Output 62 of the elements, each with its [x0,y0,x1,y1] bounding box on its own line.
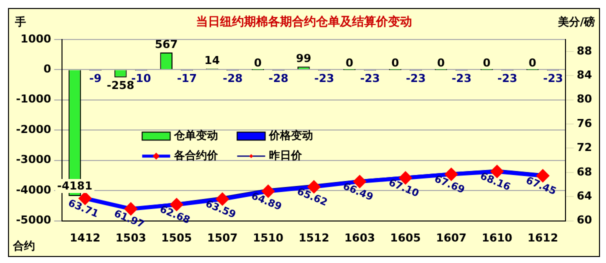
x-tick-label: 1505 [161,231,192,244]
data-label: 14 [204,54,220,67]
y-tick-label: 0 [44,62,52,76]
x-tick-label: 1507 [207,231,238,244]
data-label: -23 [360,72,380,85]
data-label: 567 [154,38,178,51]
y2-tick-label: 68 [576,165,592,178]
data-label: 0 [437,56,446,70]
data-label: -28 [268,72,288,85]
data-label: -23 [314,72,334,85]
data-label: 0 [391,56,400,70]
data-label: -258 [106,78,134,92]
chart-title: 当日纽约期棉各期合约仓单及结算价变动 [196,14,412,28]
y-tick-label: -1000 [16,92,52,106]
data-label: 67.10 [386,177,420,200]
data-label: -23 [497,72,518,85]
y-tick-label: -5000 [16,214,52,227]
y2-tick-label: 64 [576,189,592,202]
data-label: -4181 [57,179,92,192]
y-tick-label: -2000 [16,122,52,136]
x-tick-label: 1412 [70,231,100,244]
y-tick-label: 1000 [20,32,52,46]
x-tick-label: 1612 [527,231,558,244]
y2-tick-label: 76 [576,116,592,130]
y-tick-label: -4000 [16,183,52,196]
y2-tick-label: 88 [576,44,592,58]
data-label: -28 [222,72,243,85]
data-label: 99 [296,52,312,65]
data-label: -17 [176,72,197,85]
legend-label: 各合约价 [173,148,220,162]
legend-label: 仓单变动 [173,128,218,142]
data-label: 64.89 [249,190,283,214]
data-label: 0 [346,56,354,70]
x-tick-label: 1610 [482,231,513,244]
data-label: -9 [89,72,102,85]
data-label: -23 [452,72,472,85]
data-label: 67.69 [432,174,466,196]
data-label: 0 [254,56,262,70]
data-label: 0 [482,56,491,70]
y2-tick-label: 60 [576,214,592,227]
data-label: 0 [528,56,537,70]
data-label: 67.45 [524,175,558,198]
x-tick-label: 1503 [116,231,146,244]
data-label: 66.49 [341,181,375,204]
y-axis-title: 手 [14,15,26,28]
data-label: 63.59 [204,198,238,221]
legend-label: 价格变动 [268,128,314,142]
x-tick-label: 1512 [298,231,330,244]
data-label: -23 [406,72,426,85]
y2-tick-label: 80 [576,92,592,106]
y-tick-label: -3000 [16,153,52,166]
legend-label: 昨日价 [269,148,304,162]
x-axis-title: 合约 [12,239,35,252]
data-label: -23 [543,72,564,85]
y2-axis-title: 美分/磅 [556,15,595,28]
x-tick-label: 1603 [344,231,376,244]
y2-tick-label: 72 [576,141,592,154]
y2-tick-label: 84 [576,68,592,82]
x-tick-label: 1605 [390,231,421,244]
x-tick-label: 1510 [252,231,284,244]
x-tick-label: 1607 [436,231,467,244]
data-label: 61.97 [112,208,146,231]
